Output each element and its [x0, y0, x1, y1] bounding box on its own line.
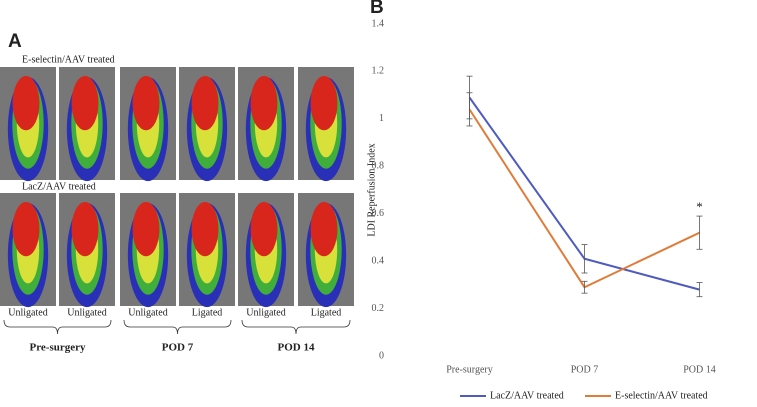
scan-blob [132, 76, 160, 131]
image-label: Unligated [8, 307, 47, 318]
image-label: Unligated [67, 307, 106, 318]
scan-blob [191, 202, 219, 257]
brace [241, 319, 351, 335]
annotation: * [696, 199, 703, 214]
group-label: POD 7 [162, 342, 194, 354]
scan-blob [310, 202, 338, 257]
scan-blob [191, 76, 219, 131]
scan-blob [310, 76, 338, 131]
scan-blob [12, 202, 40, 257]
scan-blob [250, 202, 278, 257]
image-panel [0, 67, 354, 308]
legend-label: E-selectin/AAV treated [615, 390, 708, 401]
x-tick-label: Pre-surgery [446, 364, 492, 375]
y-axis-label: LDI Reperfusion Index [366, 143, 377, 236]
y-tick-label: 0.2 [372, 303, 385, 314]
group-label: POD 14 [278, 342, 315, 354]
y-tick-label: 1.4 [372, 18, 385, 29]
brace [3, 319, 112, 335]
scan-blob [12, 76, 40, 131]
scan-blob [71, 202, 99, 257]
y-tick-label: 0.6 [372, 208, 385, 219]
image-label: Unligated [128, 307, 167, 318]
group-label: Pre-surgery [30, 342, 86, 354]
row-label: LacZ/AAV treated [22, 181, 96, 192]
panel-label: A [8, 31, 22, 52]
brace [123, 319, 232, 335]
image-label: Unligated [246, 307, 285, 318]
y-tick-label: 1 [379, 113, 384, 124]
image-label: Ligated [192, 307, 223, 318]
scan-blob [250, 76, 278, 131]
y-tick-label: 0.4 [372, 255, 385, 266]
image-label: Ligated [311, 307, 342, 318]
legend-label: LacZ/AAV treated [490, 390, 564, 401]
panel-label: B [370, 0, 384, 18]
y-tick-label: 0 [379, 350, 384, 361]
x-tick-label: POD 14 [683, 364, 716, 375]
row-label: E-selectin/AAV treated [22, 54, 115, 65]
scan-blob [71, 76, 99, 131]
y-tick-label: 0.8 [372, 161, 385, 172]
y-tick-label: 1.2 [372, 66, 385, 77]
scan-blob [132, 202, 160, 257]
x-tick-label: POD 7 [571, 364, 599, 375]
